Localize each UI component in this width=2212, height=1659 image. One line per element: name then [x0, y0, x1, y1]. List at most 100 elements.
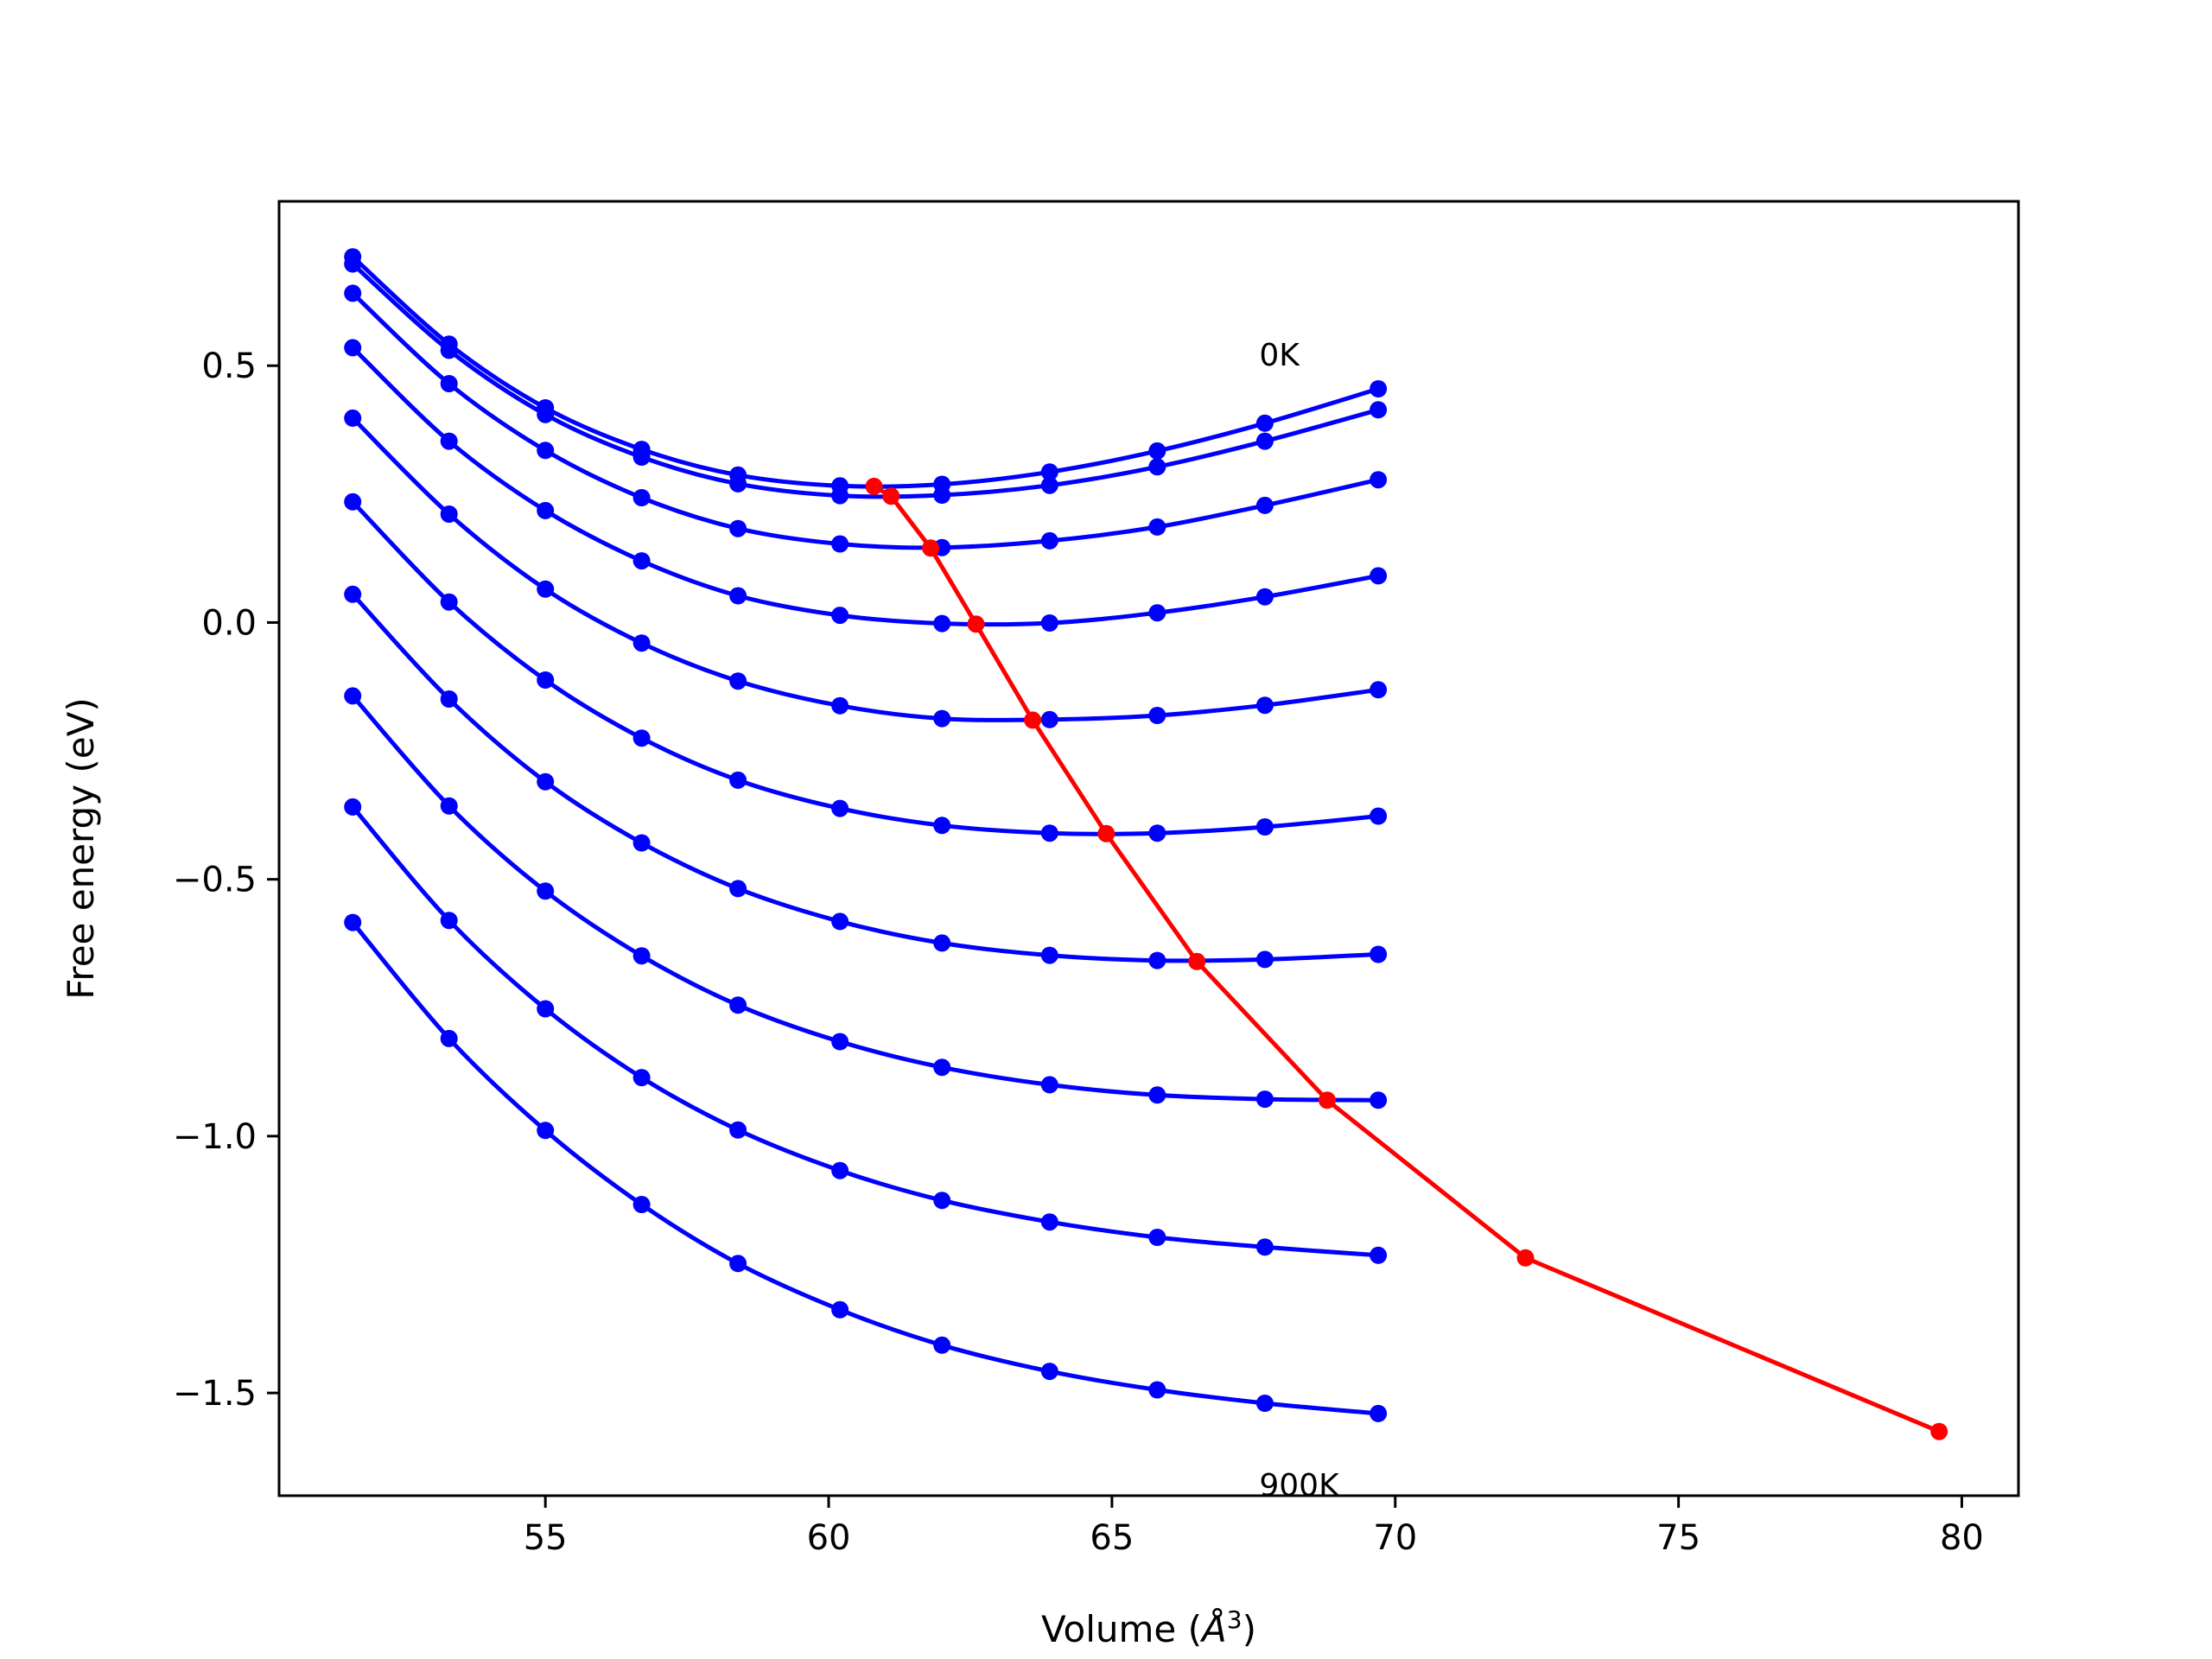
isotherm-point: [632, 489, 651, 506]
isotherm-point: [1255, 1395, 1274, 1412]
x-axis: 55 60 65 70 75 80: [524, 1496, 1984, 1558]
isotherm-point: [537, 405, 555, 423]
isotherm-point: [1370, 401, 1388, 419]
isotherm-point: [1255, 818, 1274, 836]
isotherm-point: [729, 1121, 747, 1139]
isotherm-point: [440, 797, 458, 815]
isotherm-point: [831, 912, 849, 931]
isotherm-point: [1040, 824, 1058, 842]
x-axis-label-main: Volume (: [1041, 1608, 1202, 1650]
x-tick-label: 65: [1090, 1518, 1134, 1558]
isotherm-point: [831, 1161, 849, 1179]
x-tick-label: 75: [1656, 1518, 1700, 1558]
minimum-path-point: [882, 487, 900, 505]
isotherm-point: [440, 432, 458, 450]
isotherm-point: [344, 493, 362, 511]
plot-frame: [277, 200, 2020, 1497]
isotherm-point: [632, 834, 651, 852]
isotherm-point: [1255, 432, 1274, 450]
isotherm-series: [344, 284, 1388, 556]
isotherm-series: [344, 687, 1388, 1109]
isotherm-point: [1370, 681, 1388, 699]
isotherm-point: [933, 1192, 951, 1210]
isotherm-point: [1040, 463, 1058, 481]
isotherm-point: [729, 771, 747, 789]
isotherm-point: [1255, 1238, 1274, 1256]
isotherm-point: [933, 614, 951, 632]
y-tick-label: 0.5: [201, 346, 257, 386]
isotherm-point: [537, 1122, 555, 1140]
minimum-path-line: [873, 484, 1941, 1434]
isotherm-point: [1040, 710, 1058, 728]
isotherm-point: [344, 585, 362, 603]
isotherm-point: [1148, 1086, 1166, 1104]
minimum-path-point: [1097, 824, 1116, 842]
x-axis-label-exponent: 3: [1227, 1605, 1243, 1634]
minimum-path-point: [1516, 1249, 1535, 1267]
isotherm-point: [1148, 951, 1166, 969]
isotherm-point: [344, 339, 362, 357]
isotherm-point: [440, 593, 458, 611]
isotherm-point: [1148, 1229, 1166, 1246]
y-axis: −1.5 −1.0 −0.5 0.0 0.5: [173, 346, 279, 1414]
isotherm-point: [1040, 476, 1058, 494]
isotherm-point: [1255, 1090, 1274, 1109]
isotherm-point: [440, 505, 458, 523]
isotherm-point: [344, 255, 362, 273]
isotherm-point: [933, 709, 951, 728]
isotherm-point: [344, 798, 362, 816]
isotherm-point: [729, 996, 747, 1014]
isotherm-point: [1148, 707, 1166, 724]
minimum-path-point: [865, 477, 883, 495]
isotherm-point: [632, 552, 651, 570]
x-tick-label: 60: [807, 1518, 851, 1558]
isotherm-point: [729, 587, 747, 605]
isotherm-point: [1148, 458, 1166, 476]
isotherm-point: [537, 501, 555, 519]
isotherm-point: [1255, 496, 1274, 514]
isotherm-point: [1255, 696, 1274, 715]
isotherm-series: [344, 409, 1388, 728]
isotherm-point: [440, 375, 458, 392]
isotherm-point: [1255, 588, 1274, 606]
isotherm-point: [729, 672, 747, 690]
isotherm-point: [1370, 380, 1388, 397]
isotherm-point: [1370, 1091, 1388, 1109]
minimum-energy-path: [865, 477, 1948, 1440]
isotherm-point: [831, 607, 849, 625]
isotherm-point: [729, 519, 747, 537]
isotherm-point: [1040, 1213, 1058, 1231]
isotherm-point: [537, 882, 555, 900]
isotherm-point: [831, 799, 849, 817]
isotherm-point: [632, 1196, 651, 1213]
y-axis-label: Free energy (eV): [60, 697, 102, 1000]
y-tick-label: −0.5: [173, 861, 257, 900]
minimum-path-point: [922, 539, 940, 557]
isotherm-point: [1040, 1076, 1058, 1094]
x-axis-label-symbol: Å: [1199, 1607, 1227, 1650]
isotherm-curves: [344, 248, 1388, 1422]
isotherm-point: [1148, 604, 1166, 622]
isotherm-point: [1148, 442, 1166, 460]
isotherm-point: [729, 880, 747, 898]
isotherm-point: [1040, 1363, 1058, 1381]
temperature-annotation: 900K: [1259, 1468, 1340, 1503]
isotherm-point: [1370, 945, 1388, 963]
isotherm-point: [1148, 518, 1166, 536]
isotherm-point: [831, 696, 849, 715]
minimum-path-point: [1024, 711, 1042, 729]
isotherm-point: [1255, 414, 1274, 432]
minimum-path-point: [967, 615, 985, 633]
temperature-annotation: 0K: [1259, 338, 1300, 373]
isotherm-point: [933, 486, 951, 504]
annotations: 0K 900K: [1259, 338, 1340, 1503]
isotherm-point: [831, 1300, 849, 1319]
isotherm-point: [440, 690, 458, 708]
isotherm-point: [1040, 531, 1058, 550]
isotherm-point: [933, 817, 951, 835]
isotherm-point: [729, 474, 747, 493]
isotherm-point: [537, 442, 555, 460]
isotherm-point: [1040, 946, 1058, 964]
isotherm-series: [344, 798, 1388, 1264]
isotherm-point: [632, 947, 651, 965]
